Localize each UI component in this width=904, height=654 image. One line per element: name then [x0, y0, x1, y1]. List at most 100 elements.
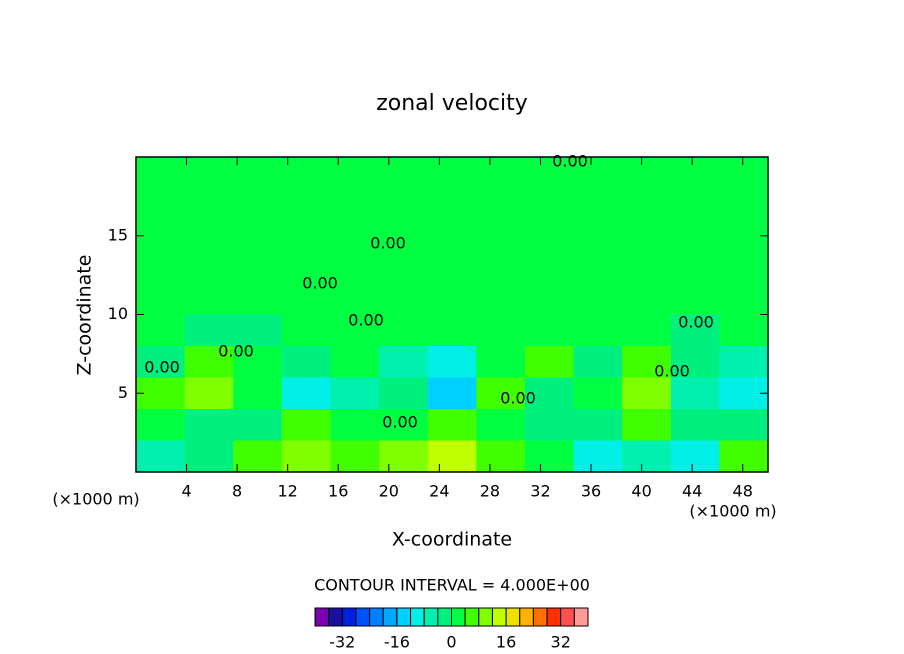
field-cell: [379, 314, 429, 347]
field-cell: [670, 346, 720, 378]
field-cell: [233, 314, 283, 347]
field-cell: [573, 377, 623, 410]
x-tick-label: 12: [278, 482, 298, 501]
colorbar-label: 32: [551, 633, 571, 652]
contour-label: 0.00: [144, 358, 180, 377]
x-tick-label: 28: [480, 482, 500, 501]
field-cell: [379, 440, 429, 473]
field-cell: [379, 251, 429, 284]
field-cell: [281, 251, 331, 284]
field-cell: [184, 409, 234, 441]
field-cell: [136, 409, 186, 441]
colorbar-box: [328, 607, 343, 627]
x-tick-label: 44: [682, 482, 702, 501]
field-cell: [476, 157, 526, 189]
colorbar-label: 16: [496, 633, 516, 652]
field-cell: [184, 251, 234, 284]
field-cell: [524, 220, 575, 252]
field-cell: [427, 188, 477, 221]
contour-label: 0.00: [348, 311, 384, 330]
x-tick-label: 36: [581, 482, 601, 501]
colorbar-box: [382, 607, 398, 627]
colorbar-box: [314, 607, 330, 627]
field-cell: [670, 440, 720, 473]
field-cell: [427, 409, 477, 441]
field-cell: [719, 346, 769, 378]
contour-label: 0.00: [370, 234, 406, 253]
field-cell: [281, 314, 331, 347]
colorbar-box: [369, 607, 384, 627]
field-cell: [427, 346, 477, 378]
colorbar-box: [341, 607, 357, 627]
field-cell: [476, 377, 526, 410]
field-cell: [622, 157, 672, 189]
field-cell: [573, 220, 623, 252]
field-cell: [622, 283, 672, 315]
field-cell: [233, 283, 283, 315]
x-unit: (×1000 m): [689, 502, 776, 521]
colorbar-label: -16: [384, 633, 410, 652]
field-cell: [719, 188, 769, 221]
field-cell: [622, 440, 672, 473]
x-tick-label: 16: [328, 482, 348, 501]
field-cell: [136, 251, 186, 284]
field-cell: [184, 188, 234, 221]
field-cell: [476, 220, 526, 252]
field-cell: [670, 283, 720, 315]
field-cell: [233, 440, 283, 473]
field-cell: [719, 283, 769, 315]
field-cell: [379, 188, 429, 221]
field-cell: [524, 283, 575, 315]
field-cell: [476, 188, 526, 221]
field-cell: [233, 188, 283, 221]
colorbar-box: [546, 607, 562, 627]
field-cell: [476, 440, 526, 473]
field-cell: [233, 409, 283, 441]
field-cell: [281, 157, 331, 189]
field-cell: [622, 377, 672, 410]
contour-label: 0.00: [654, 362, 690, 381]
field-cell: [184, 377, 234, 410]
colorbar-box: [560, 607, 575, 627]
field-cell: [184, 314, 234, 347]
field-cell: [573, 157, 623, 189]
field-cell: [379, 377, 429, 410]
x-tick-label: 24: [429, 482, 449, 501]
contour-label: 0.00: [218, 342, 254, 361]
field-cell: [524, 251, 575, 284]
field-cell: [281, 440, 331, 473]
y-tick-label: 10: [108, 304, 128, 323]
x-tick-label: 4: [181, 482, 191, 501]
field-cell: [573, 283, 623, 315]
field-cell: [184, 157, 234, 189]
field-cell: [281, 346, 331, 378]
field-cell: [573, 409, 623, 441]
field-cell: [330, 377, 380, 410]
field-cell: [330, 409, 380, 441]
colorbar-box: [519, 607, 534, 627]
field-cell: [573, 251, 623, 284]
field-cell: [476, 251, 526, 284]
field-cell: [136, 346, 186, 378]
field-cell: [136, 314, 186, 347]
field-cell: [136, 377, 186, 410]
colorbar-box: [478, 607, 493, 627]
field-cell: [379, 220, 429, 252]
x-unit: (×1000 m): [52, 490, 139, 509]
y-tick-label: 15: [108, 225, 128, 244]
x-tick-label: 40: [631, 482, 651, 501]
field-cell: [233, 377, 283, 410]
contour-label: 0.00: [552, 152, 588, 171]
field-cell: [233, 346, 283, 378]
field-cell: [136, 188, 186, 221]
field-cell: [476, 409, 526, 441]
field-cell: [379, 157, 429, 189]
colorbar-box: [491, 607, 507, 627]
field-cell: [719, 251, 769, 284]
colorbar-box: [355, 607, 371, 627]
field-cell: [330, 314, 380, 347]
field-cell: [573, 314, 623, 347]
field-cell: [719, 409, 769, 441]
colorbar-box: [410, 607, 425, 627]
